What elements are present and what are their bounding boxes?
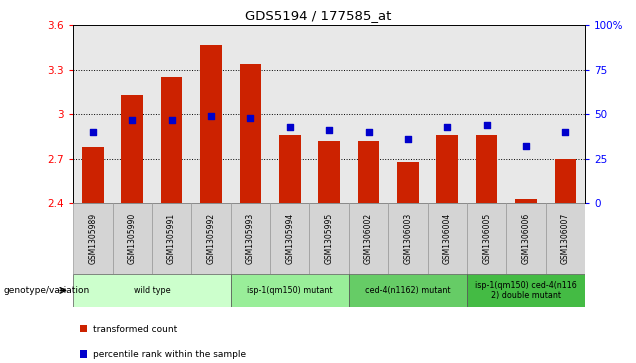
Text: transformed count: transformed count <box>93 325 177 334</box>
Text: percentile rank within the sample: percentile rank within the sample <box>93 350 247 359</box>
Text: GSM1306007: GSM1306007 <box>561 213 570 264</box>
Bar <box>191 203 231 274</box>
Text: GSM1305989: GSM1305989 <box>88 213 97 264</box>
Text: isp-1(qm150) ced-4(n116
2) double mutant: isp-1(qm150) ced-4(n116 2) double mutant <box>475 281 577 300</box>
Bar <box>231 203 270 274</box>
Point <box>363 129 373 135</box>
Bar <box>279 135 301 203</box>
Text: wild type: wild type <box>134 286 170 295</box>
Text: GSM1306003: GSM1306003 <box>403 213 412 264</box>
Point <box>206 113 216 119</box>
Bar <box>349 203 388 274</box>
Text: GSM1305992: GSM1305992 <box>207 213 216 264</box>
Bar <box>161 77 183 203</box>
Bar <box>506 203 546 274</box>
Point <box>442 124 452 130</box>
Point <box>285 124 295 130</box>
Bar <box>476 135 497 203</box>
Text: isp-1(qm150) mutant: isp-1(qm150) mutant <box>247 286 333 295</box>
Bar <box>546 203 585 274</box>
Bar <box>467 203 506 274</box>
Bar <box>200 45 222 203</box>
Bar <box>388 203 427 274</box>
Bar <box>318 141 340 203</box>
Text: GSM1306004: GSM1306004 <box>443 213 452 264</box>
Point <box>403 136 413 142</box>
Bar <box>436 135 458 203</box>
Point <box>324 127 335 133</box>
Bar <box>231 274 349 307</box>
Text: GDS5194 / 177585_at: GDS5194 / 177585_at <box>245 9 391 22</box>
Point <box>560 129 570 135</box>
Point <box>245 115 256 121</box>
Text: GSM1305994: GSM1305994 <box>286 213 294 264</box>
Bar <box>555 159 576 203</box>
Bar <box>427 203 467 274</box>
Text: GSM1305990: GSM1305990 <box>128 213 137 264</box>
Bar <box>515 199 537 203</box>
Bar <box>73 274 231 307</box>
Bar <box>310 203 349 274</box>
Bar <box>121 95 143 203</box>
Bar <box>270 203 310 274</box>
Text: GSM1306002: GSM1306002 <box>364 213 373 264</box>
Text: genotype/variation: genotype/variation <box>3 286 90 295</box>
Point <box>127 117 137 123</box>
Point <box>167 117 177 123</box>
Text: ced-4(n1162) mutant: ced-4(n1162) mutant <box>365 286 451 295</box>
Bar <box>240 64 261 203</box>
Bar <box>349 274 467 307</box>
Point <box>88 129 98 135</box>
Point <box>481 122 492 128</box>
Bar <box>82 147 104 203</box>
Bar <box>73 203 113 274</box>
Text: GSM1305991: GSM1305991 <box>167 213 176 264</box>
Bar <box>113 203 152 274</box>
Point <box>521 143 531 149</box>
Text: GSM1305993: GSM1305993 <box>246 213 255 264</box>
Text: GSM1306006: GSM1306006 <box>522 213 530 264</box>
Text: GSM1305995: GSM1305995 <box>324 213 334 264</box>
Bar <box>357 141 379 203</box>
Bar <box>467 274 585 307</box>
Text: GSM1306005: GSM1306005 <box>482 213 491 264</box>
Bar <box>152 203 191 274</box>
Bar <box>397 162 418 203</box>
